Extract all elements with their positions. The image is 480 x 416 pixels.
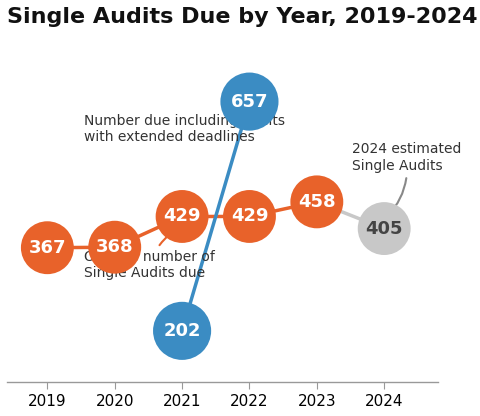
Text: 429: 429 — [231, 208, 268, 225]
Text: 367: 367 — [29, 239, 66, 257]
Point — [178, 213, 186, 220]
Point — [178, 327, 186, 334]
Text: Single Audits Due by Year, 2019-2024: Single Audits Due by Year, 2019-2024 — [7, 7, 478, 27]
Text: 429: 429 — [163, 208, 201, 225]
Text: 2024 estimated
Single Audits: 2024 estimated Single Audits — [352, 142, 461, 215]
Text: 405: 405 — [365, 220, 403, 238]
Text: 458: 458 — [298, 193, 336, 211]
Point — [246, 98, 253, 105]
Text: Original number of
Single Audits due: Original number of Single Audits due — [84, 226, 216, 280]
Point — [313, 198, 321, 205]
Point — [246, 213, 253, 220]
Text: Number due including audits
with extended deadlines: Number due including audits with extende… — [84, 109, 286, 144]
Point — [111, 244, 119, 250]
Text: 657: 657 — [231, 93, 268, 111]
Point — [44, 244, 51, 251]
Text: 368: 368 — [96, 238, 133, 256]
Text: 202: 202 — [163, 322, 201, 340]
Point — [380, 225, 388, 232]
